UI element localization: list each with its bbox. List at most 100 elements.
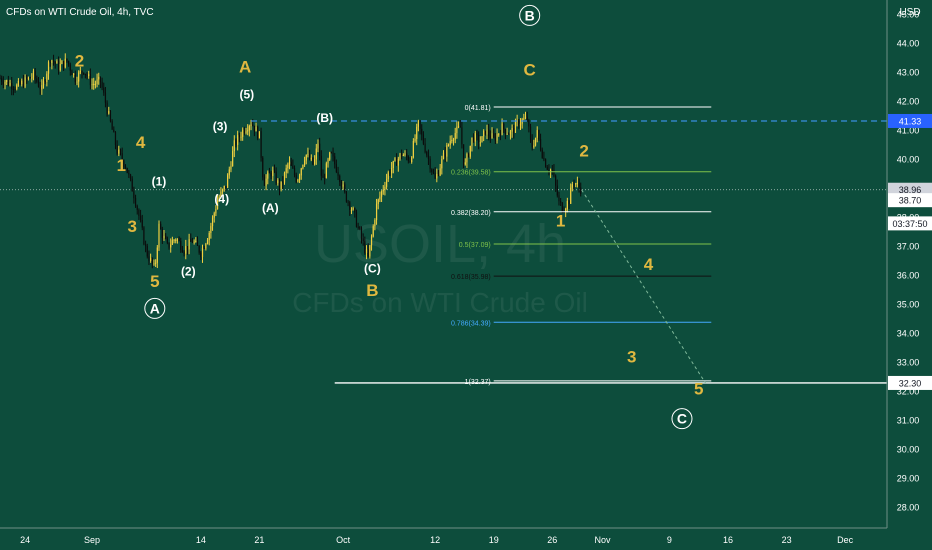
candle-body (414, 138, 416, 141)
candle-body (369, 245, 371, 257)
candle-body (498, 133, 500, 135)
candle-body (380, 191, 383, 197)
candle-body (99, 76, 102, 82)
price-tag-box (888, 375, 932, 390)
wave-label: (5) (240, 88, 255, 102)
candle-body (51, 60, 53, 64)
candle-body (473, 137, 475, 142)
candle-body (335, 164, 337, 173)
candle-body (252, 124, 254, 126)
candle-body (180, 240, 182, 250)
candle-body (151, 258, 153, 264)
candle-body (342, 184, 344, 187)
candle-body (148, 256, 150, 262)
candle-body (563, 212, 565, 214)
candle-body (417, 120, 419, 127)
candle-body (302, 164, 304, 169)
wave-label: 2 (579, 142, 588, 161)
candle-body (424, 143, 426, 153)
candle-body (300, 168, 302, 176)
wave-label: C (677, 411, 687, 427)
candle-body (392, 160, 394, 168)
candle-body (119, 149, 122, 154)
candle-body (163, 235, 165, 239)
candle-body (555, 175, 557, 186)
candle-body (41, 85, 43, 90)
price-tick-label: 28.00 (897, 503, 920, 513)
candle-body (367, 249, 369, 257)
wave-label: (B) (316, 111, 333, 125)
candle-body (411, 157, 413, 163)
candle-body (129, 174, 132, 179)
candle-body (24, 77, 26, 87)
plot-area[interactable] (0, 53, 887, 269)
candle-body (138, 209, 140, 216)
candle-body (354, 207, 356, 213)
price-tag-label: 32.30 (899, 378, 922, 388)
wave-label: (2) (181, 265, 196, 279)
time-tick-label: Nov (594, 535, 611, 545)
candle-body (253, 125, 255, 132)
candle-body (481, 136, 483, 143)
candle-body (370, 236, 373, 246)
candle-body (89, 74, 91, 86)
candle-body (206, 240, 209, 244)
candle-body (145, 244, 147, 247)
candle-body (352, 207, 354, 210)
candle-body (258, 131, 261, 139)
price-tick-label: 31.00 (897, 416, 920, 426)
candle-body (483, 130, 485, 137)
candle-body (494, 136, 496, 141)
candle-body (536, 130, 538, 138)
candle-body (441, 158, 443, 169)
price-tick-label: 42.00 (897, 97, 920, 107)
candle-body (69, 64, 71, 71)
candle-body (518, 120, 520, 126)
candle-body (426, 152, 428, 156)
candle-body (471, 137, 473, 146)
price-axis[interactable]: 45.0044.0043.0042.0041.0040.0039.0038.00… (897, 10, 920, 513)
candle-body (109, 111, 112, 122)
fib-level-label: 0(41.81) (465, 105, 491, 112)
candle-body (91, 84, 93, 86)
candle-body (474, 133, 476, 142)
candle-body (561, 202, 563, 213)
time-tick-label: Oct (336, 535, 351, 545)
wave-label: B (525, 7, 535, 23)
candle-body (1, 78, 3, 82)
candle-body (293, 168, 296, 175)
candle-body (402, 155, 404, 157)
candle-body (364, 241, 366, 253)
candle-body (397, 158, 399, 166)
candle-body (22, 80, 25, 87)
candle-body (7, 80, 9, 86)
wave-label: 1 (117, 156, 126, 175)
price-tag-label: 38.96 (899, 185, 922, 195)
candle-body (337, 172, 339, 176)
candle-body (310, 157, 312, 160)
candle-body (166, 238, 168, 243)
candle-body (242, 129, 244, 137)
candle-body (223, 185, 225, 190)
candle-body (287, 164, 289, 169)
candle-body (64, 58, 66, 68)
wave-label: (C) (364, 262, 381, 276)
candle-body (262, 157, 264, 178)
candle-body (556, 185, 558, 196)
candle-body (257, 126, 259, 139)
candle-body (519, 123, 522, 126)
candle-body (153, 263, 155, 265)
candle-body (185, 246, 187, 254)
price-tick-label: 30.00 (897, 445, 920, 455)
candle-body (322, 175, 324, 178)
candle-body (59, 63, 61, 71)
candle-body (461, 127, 463, 145)
candle-body (499, 133, 502, 135)
candle-body (4, 81, 6, 85)
candle-body (283, 172, 286, 183)
candle-body (412, 140, 414, 158)
time-axis[interactable]: 24 Sep 14 21 Oct 12 19 26 Nov 9 16 23 Dec (20, 535, 854, 545)
candle-body (84, 73, 86, 75)
